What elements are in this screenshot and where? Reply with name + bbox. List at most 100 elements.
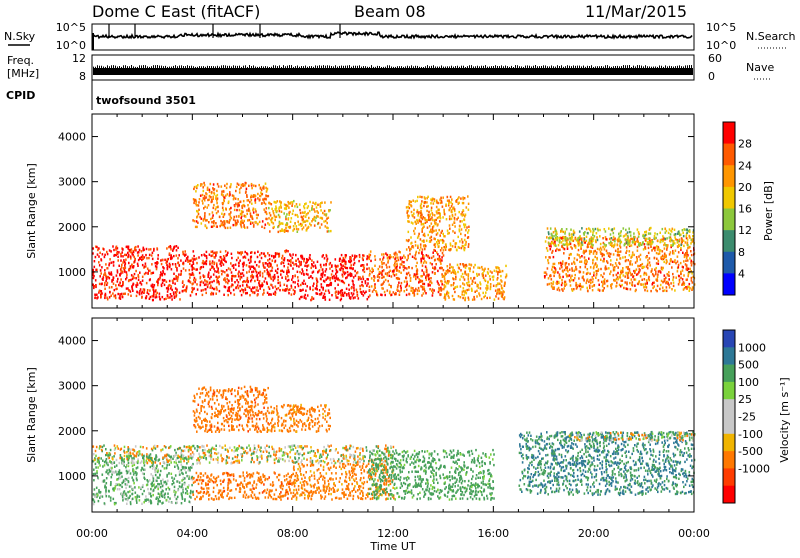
data-cell-8 [420,238,422,240]
data-cell-3 [379,265,381,267]
data-cell-9 [664,228,666,230]
data-cell-3 [373,289,375,291]
data-cell-0 [135,246,137,248]
data-cell-5 [637,265,639,267]
data-cell-5 [630,256,632,258]
data-cell-8 [444,235,446,237]
data-cell-1 [196,257,198,259]
freq-label-bottom: [MHz] [7,67,39,80]
data-cell-5 [686,250,688,252]
data-cell-8 [438,212,440,214]
data-cell-8 [440,217,442,219]
data-cell-8 [432,226,434,228]
data-cell-0 [128,262,130,264]
data-cell-7 [269,202,271,204]
data-cell-8 [432,219,434,221]
freq-jitter [577,66,578,68]
data-cell-4 [476,273,478,275]
data-cell-7 [329,209,331,211]
data-cell-8 [438,246,440,248]
data-cell-5 [617,248,619,250]
data-cell-9 [587,232,589,234]
data-cell-4 [463,265,465,267]
data-cell-6 [232,194,234,196]
data-cell-6 [235,198,237,200]
freq-jitter [615,66,616,68]
freq-jitter [333,66,334,68]
data-cell-8 [464,226,466,228]
data-cell-5 [608,255,610,257]
data-cell-9 [591,238,593,240]
data-cell-5 [602,246,604,248]
data-cell-5 [596,236,598,238]
data-cell-6 [252,222,254,224]
data-cell-5 [677,256,679,258]
data-cell-8 [442,216,444,218]
data-cell-0 [122,271,124,273]
data-cell-2 [327,276,329,278]
freq-jitter [655,66,656,68]
data-cell-2 [307,294,309,296]
data-cell-5 [590,282,592,284]
data-cell-6 [213,225,215,227]
data-cell-6 [204,195,206,197]
data-cell-0 [176,249,178,251]
data-cell-9 [613,236,615,238]
data-cell-7 [288,217,290,219]
data-cell-4 [468,275,470,277]
data-cell-5 [647,290,649,292]
data-cell-6 [211,201,213,203]
data-cell-0 [179,485,181,487]
data-cell-6 [211,191,213,193]
data-cell-5 [678,266,680,268]
freq-jitter [177,66,178,68]
data-cell-1 [205,288,207,290]
data-cell-3 [379,258,381,260]
data-cell-6 [234,209,236,211]
data-cell-0 [121,476,123,478]
freq-jitter [427,65,428,68]
data-cell-0 [136,502,138,504]
data-cell-5 [656,290,658,292]
data-cell-0 [125,498,127,500]
data-cell-1 [180,259,182,261]
data-cell-0 [151,254,153,256]
freq-jitter [587,66,588,68]
freq-jitter [127,66,128,68]
data-cell-9 [627,235,629,237]
data-cell-0 [133,482,135,484]
data-cell-6 [228,221,230,223]
data-cell-4 [447,269,449,271]
data-cell-6 [246,196,248,198]
data-cell-1 [209,261,211,263]
data-cell-1 [196,262,198,264]
data-cell-7 [302,228,304,230]
data-cell-2 [337,284,339,286]
data-cell-9 [633,236,635,238]
data-cell-5 [593,266,595,268]
data-cell-5 [595,262,597,264]
data-cell-4 [477,267,479,269]
data-cell-8 [436,233,438,235]
data-cell-0 [179,292,181,294]
data-cell-5 [646,274,648,276]
data-cell-4 [479,267,481,269]
data-cell-0 [133,256,135,258]
data-cell-0 [114,254,116,256]
data-cell-0 [99,252,101,254]
data-cell-2 [317,261,319,263]
data-cell-4 [458,295,460,297]
data-cell-2 [319,289,321,291]
data-cell-9 [586,228,588,230]
data-cell-1 [271,269,273,271]
data-cell-5 [668,278,670,280]
data-cell-5 [679,281,681,283]
data-cell-5 [656,245,658,247]
data-cell-1 [197,288,199,290]
data-cell-5 [666,248,668,250]
data-cell-6 [217,197,219,199]
data-cell-1 [249,266,251,268]
data-cell-8 [417,196,419,198]
data-cell-4 [463,294,465,296]
y-tick-label: 3000 [58,176,86,189]
